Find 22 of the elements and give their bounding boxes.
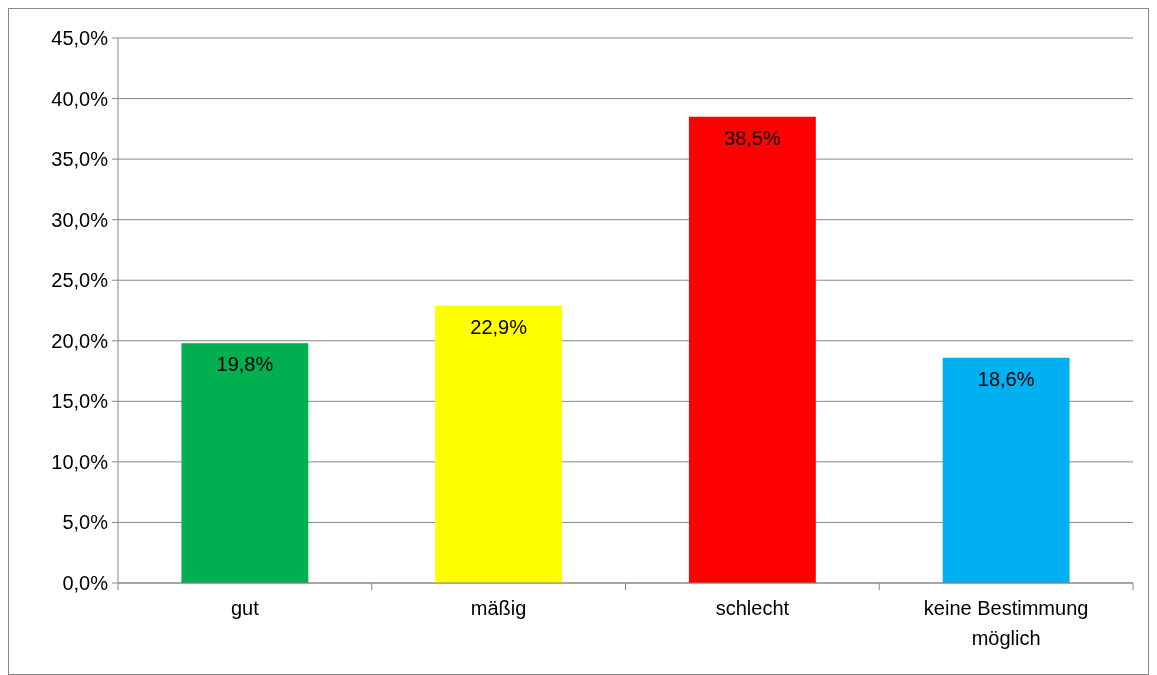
x-tick-label: keine Bestimmung möglich: [923, 597, 1089, 649]
data-label: 38,5%: [724, 126, 781, 149]
data-label: 22,9%: [470, 315, 528, 338]
bar: [688, 116, 816, 583]
y-tick-label: 35,0%: [51, 148, 109, 171]
y-tick-label: 15,0%: [51, 390, 109, 413]
data-label: 18,6%: [977, 367, 1035, 390]
y-tick-label: 10,0%: [51, 450, 109, 473]
data-label: 19,8%: [216, 353, 274, 376]
y-tick-label: 5,0%: [62, 511, 109, 534]
bar: [942, 357, 1070, 583]
bar: [435, 305, 563, 583]
y-tick-label: 20,0%: [51, 329, 109, 352]
x-tick-label: schlecht: [715, 597, 790, 619]
bar: [181, 343, 309, 583]
y-tick-label: 30,0%: [51, 208, 109, 231]
y-tick-label: 40,0%: [51, 87, 109, 110]
x-tick-label: gut: [230, 597, 260, 619]
x-tick-label: mäßig: [470, 597, 527, 619]
y-tick-label: 45,0%: [51, 27, 109, 49]
y-tick-label: 0,0%: [62, 572, 109, 594]
y-tick-label: 25,0%: [51, 269, 109, 292]
